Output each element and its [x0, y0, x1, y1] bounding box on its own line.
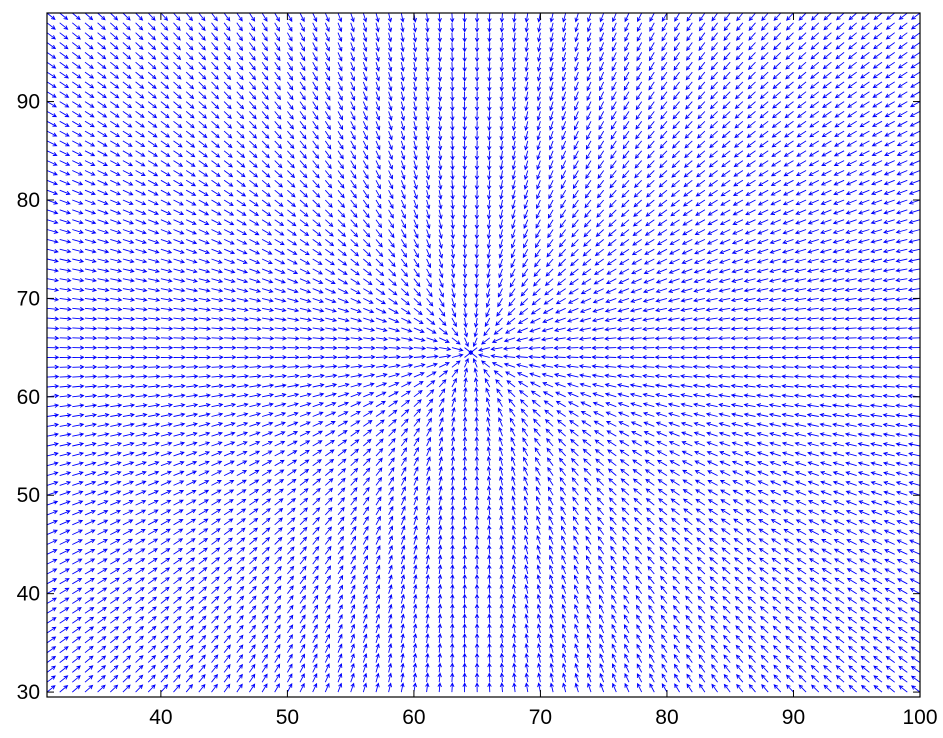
y-tick-label: 70	[17, 287, 40, 310]
y-tick-label: 50	[17, 484, 40, 507]
quiver-arrow-field	[46, 12, 921, 693]
x-tick-label: 50	[276, 706, 299, 729]
x-tick-label: 100	[902, 706, 937, 729]
axes-box	[46, 12, 921, 698]
x-tick-label: 90	[782, 706, 805, 729]
x-axis: 40 50 60 70 80 90 100	[149, 13, 938, 729]
y-axis: 30 40 50 60 70 80 90	[17, 91, 920, 704]
y-tick-label: 90	[17, 91, 40, 114]
y-tick-label: 30	[17, 681, 40, 704]
y-tick-label: 80	[17, 189, 40, 212]
x-tick-label: 40	[149, 706, 172, 729]
x-tick-label: 60	[402, 706, 425, 729]
x-tick-label: 80	[655, 706, 678, 729]
quiver-arrows	[46, 12, 921, 693]
x-tick-label: 70	[529, 706, 552, 729]
y-tick-label: 60	[17, 386, 40, 409]
y-tick-label: 40	[17, 583, 40, 606]
